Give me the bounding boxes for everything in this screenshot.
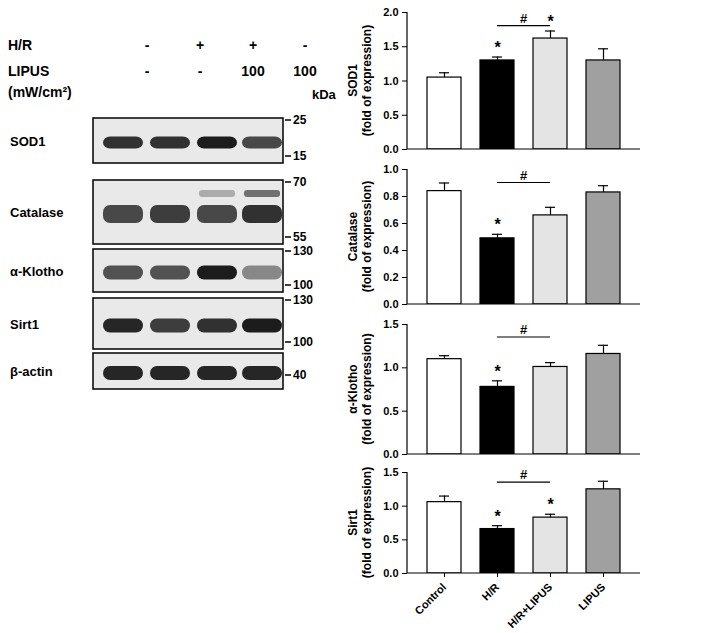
svg-text:-: - [198, 63, 203, 79]
svg-text:SOD1: SOD1 [346, 64, 360, 97]
svg-text:*: * [547, 496, 554, 513]
svg-text:*: * [494, 216, 501, 233]
svg-text:0.8: 0.8 [383, 190, 398, 202]
svg-text:#: # [520, 467, 528, 482]
svg-text:Catalase: Catalase [10, 205, 63, 220]
svg-text:(fold of expression): (fold of expression) [360, 25, 374, 136]
svg-text:0.5: 0.5 [383, 405, 398, 417]
svg-text:(fold of expression): (fold of expression) [360, 333, 374, 444]
svg-text:#: # [520, 322, 528, 337]
svg-text:55: 55 [293, 230, 307, 244]
svg-text:0.2: 0.2 [383, 271, 398, 283]
svg-text:0.0: 0.0 [383, 567, 398, 579]
svg-text:SOD1: SOD1 [10, 134, 45, 149]
svg-text:LIPUS: LIPUS [576, 581, 607, 612]
svg-text:25: 25 [293, 113, 307, 127]
svg-text:#: # [520, 168, 528, 183]
svg-text:0.5: 0.5 [383, 533, 398, 545]
svg-text:α-Klotho: α-Klotho [10, 264, 64, 279]
svg-text:15: 15 [293, 149, 307, 163]
svg-text:Catalase: Catalase [346, 211, 360, 261]
svg-text:100: 100 [293, 278, 313, 292]
svg-text:1.5: 1.5 [383, 466, 398, 478]
svg-text:kDa: kDa [312, 87, 337, 102]
svg-text:#: # [520, 11, 528, 26]
svg-text:130: 130 [293, 293, 313, 307]
svg-text:70: 70 [293, 175, 307, 189]
svg-text:0.0: 0.0 [383, 448, 398, 460]
svg-text:40: 40 [293, 368, 307, 382]
svg-text:α-Klotho: α-Klotho [346, 364, 360, 413]
svg-text:100: 100 [293, 335, 313, 349]
svg-text:Sirt1: Sirt1 [346, 509, 360, 536]
svg-text:100: 100 [241, 63, 265, 79]
svg-text:1.0: 1.0 [383, 75, 398, 87]
svg-text:(mW/cm²): (mW/cm²) [8, 84, 72, 100]
svg-text:+: + [196, 37, 204, 53]
svg-text:*: * [494, 39, 501, 56]
svg-text:1.0: 1.0 [383, 163, 398, 175]
svg-text:0.4: 0.4 [383, 244, 399, 256]
svg-text:1.0: 1.0 [383, 500, 398, 512]
svg-text:Sirt1: Sirt1 [10, 317, 39, 332]
svg-text:LIPUS: LIPUS [8, 63, 49, 79]
svg-text:0.0: 0.0 [383, 143, 398, 155]
svg-text:Control: Control [412, 581, 448, 617]
svg-text:H/R: H/R [480, 581, 502, 603]
svg-text:1.0: 1.0 [383, 361, 398, 373]
svg-text:-: - [303, 37, 308, 53]
svg-text:2.0: 2.0 [383, 6, 398, 18]
svg-text:0.0: 0.0 [383, 298, 398, 310]
svg-text:H/R: H/R [8, 37, 32, 53]
svg-text:-: - [145, 63, 150, 79]
svg-text:*: * [494, 508, 501, 525]
svg-text:1.5: 1.5 [383, 318, 398, 330]
svg-text:(fold of expression): (fold of expression) [360, 467, 374, 578]
svg-text:0.5: 0.5 [383, 109, 398, 121]
svg-text:+: + [249, 37, 257, 53]
svg-text:(fold of expression): (fold of expression) [360, 181, 374, 292]
svg-text:*: * [547, 13, 554, 30]
svg-text:-: - [145, 37, 150, 53]
svg-text:1.5: 1.5 [383, 40, 398, 52]
svg-text:100: 100 [293, 63, 317, 79]
svg-text:β-actin: β-actin [10, 364, 53, 379]
svg-text:0.6: 0.6 [383, 217, 398, 229]
svg-text:H/R+LIPUS: H/R+LIPUS [505, 581, 554, 630]
svg-text:*: * [494, 363, 501, 380]
svg-text:130: 130 [293, 244, 313, 258]
